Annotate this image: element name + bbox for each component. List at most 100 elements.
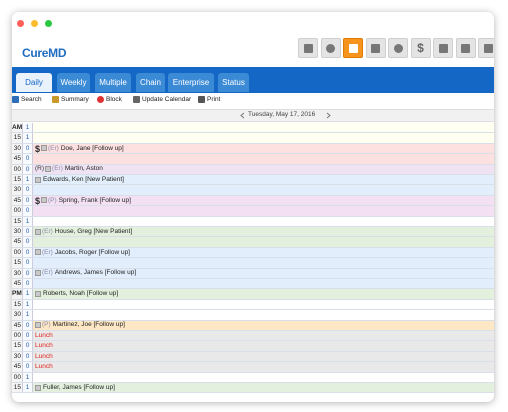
- time-slot[interactable]: 30 0: [12, 185, 494, 196]
- minimize-button[interactable]: [31, 20, 38, 27]
- slot-count: 0: [23, 362, 33, 372]
- document-icon[interactable]: [433, 38, 453, 58]
- time-label: 30: [12, 143, 23, 154]
- appointment-tag: (P): [42, 321, 51, 329]
- time-slot[interactable]: 30 1: [12, 310, 494, 321]
- time-slot[interactable]: 30 0 Lunch: [12, 351, 494, 363]
- tab[interactable]: Status: [218, 73, 249, 92]
- time-slot[interactable]: PM 1 Roberts, Noah [Follow up]: [12, 289, 494, 300]
- time-slot[interactable]: AM 1: [12, 123, 494, 134]
- slot-content: Lunch: [35, 352, 53, 361]
- time-slot[interactable]: 30 0 (Er) Andrews, James [Follow up]: [12, 268, 494, 279]
- home-icon[interactable]: [298, 38, 318, 58]
- action[interactable]: Update Calendar: [133, 96, 191, 103]
- time-slot[interactable]: 45 0 $ (P) Spring, Frank [Follow up]: [12, 195, 494, 207]
- glyph: [461, 44, 470, 53]
- action[interactable]: Summary: [52, 96, 89, 103]
- time-slot[interactable]: 15 1: [12, 299, 494, 311]
- time-slot[interactable]: 15 1 Fuller, James [Follow up]: [12, 383, 494, 394]
- time-slot[interactable]: 00 0 Lunch: [12, 331, 494, 342]
- book-icon[interactable]: [455, 38, 476, 58]
- glyph: [348, 44, 358, 53]
- logo: CureMD: [22, 46, 67, 60]
- calendar-icon[interactable]: [343, 38, 363, 58]
- time-slot[interactable]: 45 0: [12, 237, 494, 248]
- action-icon: [52, 96, 59, 103]
- film-icon[interactable]: [478, 38, 494, 58]
- tab[interactable]: Multiple: [95, 73, 131, 92]
- slot-content: Lunch: [35, 362, 53, 371]
- slot-content: Fuller, James [Follow up]: [35, 383, 115, 392]
- slot-count: 0: [23, 227, 33, 237]
- tab[interactable]: Enterprise: [168, 73, 214, 92]
- slot-count: 1: [23, 299, 33, 310]
- block-label: Lunch: [35, 352, 53, 360]
- tab[interactable]: Chain: [136, 73, 165, 92]
- prev-day[interactable]: [240, 112, 246, 119]
- slot-count: 0: [23, 279, 33, 289]
- slot-content: (Er) House, Greg [New Patient]: [35, 227, 132, 236]
- time-slot[interactable]: 00 0: [12, 206, 494, 217]
- slot-count: 0: [23, 268, 33, 278]
- action[interactable]: Block: [97, 96, 122, 103]
- time-label: 45: [12, 320, 23, 330]
- glyph: [483, 44, 493, 53]
- time-slot[interactable]: 45 0: [12, 279, 494, 290]
- block-label: Lunch: [35, 331, 53, 339]
- patient-name: Roberts, Noah [Follow up]: [43, 290, 119, 298]
- time-slot[interactable]: 00 0 (R) (Er) Martin, Aston: [12, 164, 494, 175]
- patient-name: House, Greg [New Patient]: [54, 227, 133, 235]
- close-button[interactable]: [17, 20, 24, 27]
- time-label: 15: [12, 216, 23, 226]
- time-slot[interactable]: 45 0: [12, 154, 494, 165]
- time-slot[interactable]: 15 0 Lunch: [12, 341, 494, 352]
- next-day[interactable]: [325, 112, 331, 119]
- slot-content: $ (P) Spring, Frank [Follow up]: [35, 195, 131, 206]
- time-label: 15: [12, 175, 23, 185]
- time-label: 45: [12, 154, 23, 164]
- time-slot[interactable]: 15 1 Edwards, Ken [New Patient]: [12, 175, 494, 186]
- slot-content: Lunch: [35, 331, 53, 340]
- slot-count: 1: [23, 216, 33, 226]
- zoom-button[interactable]: [45, 20, 52, 27]
- appointment-tag: (Er): [42, 269, 53, 277]
- time-slot[interactable]: 15 0: [12, 258, 494, 269]
- time-slot[interactable]: 00 0 (Er) Jacobs, Roger [Follow up]: [12, 247, 494, 259]
- time-label: AM: [12, 123, 23, 133]
- schedule-grid: AM 1 15 1 30 0 $ (Er) Doe, Jane [Follow up] 45 0 00…: [12, 123, 494, 402]
- flag: (R): [35, 165, 45, 173]
- building-icon[interactable]: [365, 38, 386, 58]
- action[interactable]: Search: [12, 96, 42, 103]
- time-slot[interactable]: 45 0 (P) Martinez, Joe [Follow up]: [12, 320, 494, 331]
- action[interactable]: Print: [198, 96, 220, 103]
- time-slot[interactable]: 00 1: [12, 372, 494, 383]
- time-label: 45: [12, 279, 23, 289]
- time-label: 30: [12, 310, 23, 320]
- appointment-icon: [41, 145, 48, 152]
- user-icon[interactable]: [320, 38, 341, 58]
- action-icon: [97, 96, 104, 103]
- action-label: Summary: [61, 96, 89, 103]
- slot-content: (Er) Andrews, James [Follow up]: [35, 269, 136, 278]
- patient-name: Andrews, James [Follow up]: [54, 269, 137, 277]
- payment-flag: $: [35, 195, 41, 206]
- tab-bar: [12, 67, 494, 93]
- appointment-icon: [35, 384, 41, 391]
- time-slot[interactable]: 30 0 (Er) House, Greg [New Patient]: [12, 227, 494, 238]
- slot-count: 0: [23, 154, 33, 164]
- slot-count: 0: [23, 237, 33, 247]
- time-slot[interactable]: 15 1: [12, 216, 494, 227]
- clock-icon[interactable]: [388, 38, 408, 58]
- tab[interactable]: Weekly: [57, 73, 90, 92]
- action-icon: [12, 96, 19, 103]
- time-label: 45: [12, 237, 23, 247]
- time-label: 00: [12, 331, 23, 341]
- slot-count: 1: [23, 175, 33, 185]
- time-slot[interactable]: 45 0 Lunch: [12, 362, 494, 373]
- time-slot[interactable]: 15 1: [12, 133, 494, 144]
- billing-icon[interactable]: $: [410, 38, 431, 58]
- appointment-icon: [35, 249, 41, 256]
- tab[interactable]: Daily: [16, 73, 52, 92]
- time-slot[interactable]: 30 0 $ (Er) Doe, Jane [Follow up]: [12, 143, 494, 155]
